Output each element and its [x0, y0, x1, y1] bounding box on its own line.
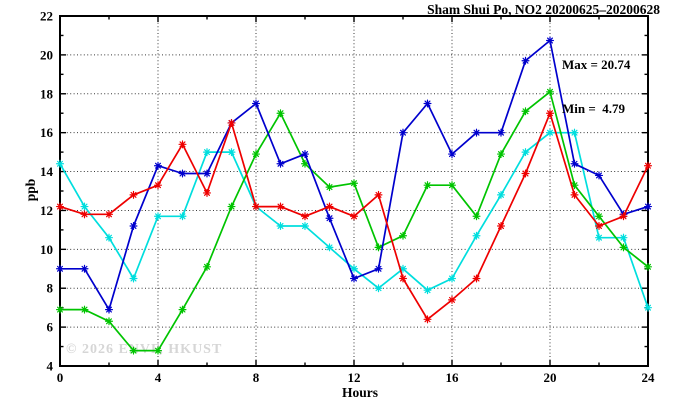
series-markers-blue	[56, 36, 652, 314]
y-tick-label-12: 12	[40, 203, 53, 218]
watermark-text: © 2026 ENVF, HKUST	[66, 342, 223, 357]
y-tick-label-22: 22	[40, 9, 53, 24]
x-axis-label: Hours	[341, 385, 378, 400]
series-line-green	[59, 90, 649, 352]
x-tick-label-20: 20	[544, 370, 557, 385]
y-tick-label-16: 16	[40, 125, 54, 140]
y-tick-label-20: 20	[40, 47, 53, 62]
y-tick-label-18: 18	[40, 86, 54, 101]
series-markers-green	[56, 87, 652, 355]
x-tick-label-8: 8	[253, 370, 260, 385]
y-tick-label-4: 4	[47, 359, 54, 374]
y-tick-label-14: 14	[40, 164, 54, 179]
x-tick-label-0: 0	[57, 370, 64, 385]
max-value-label: Max = 20.74	[562, 57, 631, 72]
series-markers-red	[56, 109, 652, 324]
y-tick-label-10: 10	[40, 242, 53, 257]
x-tick-label-4: 4	[155, 370, 162, 385]
y-tick-label-8: 8	[47, 281, 54, 296]
max-min-annotation: Max = 20.74 Min = 4.79	[562, 29, 630, 145]
chart-title: Sham Shui Po, NO2 20200625–20200628	[427, 2, 660, 17]
x-tick-label-16: 16	[446, 370, 460, 385]
x-tick-label-12: 12	[348, 370, 361, 385]
min-value-label: Min = 4.79	[562, 100, 626, 116]
x-tick-label-24: 24	[642, 370, 656, 385]
y-tick-label-6: 6	[47, 320, 54, 335]
y-axis-label: ppb	[23, 178, 38, 202]
plot-frame	[59, 15, 649, 367]
